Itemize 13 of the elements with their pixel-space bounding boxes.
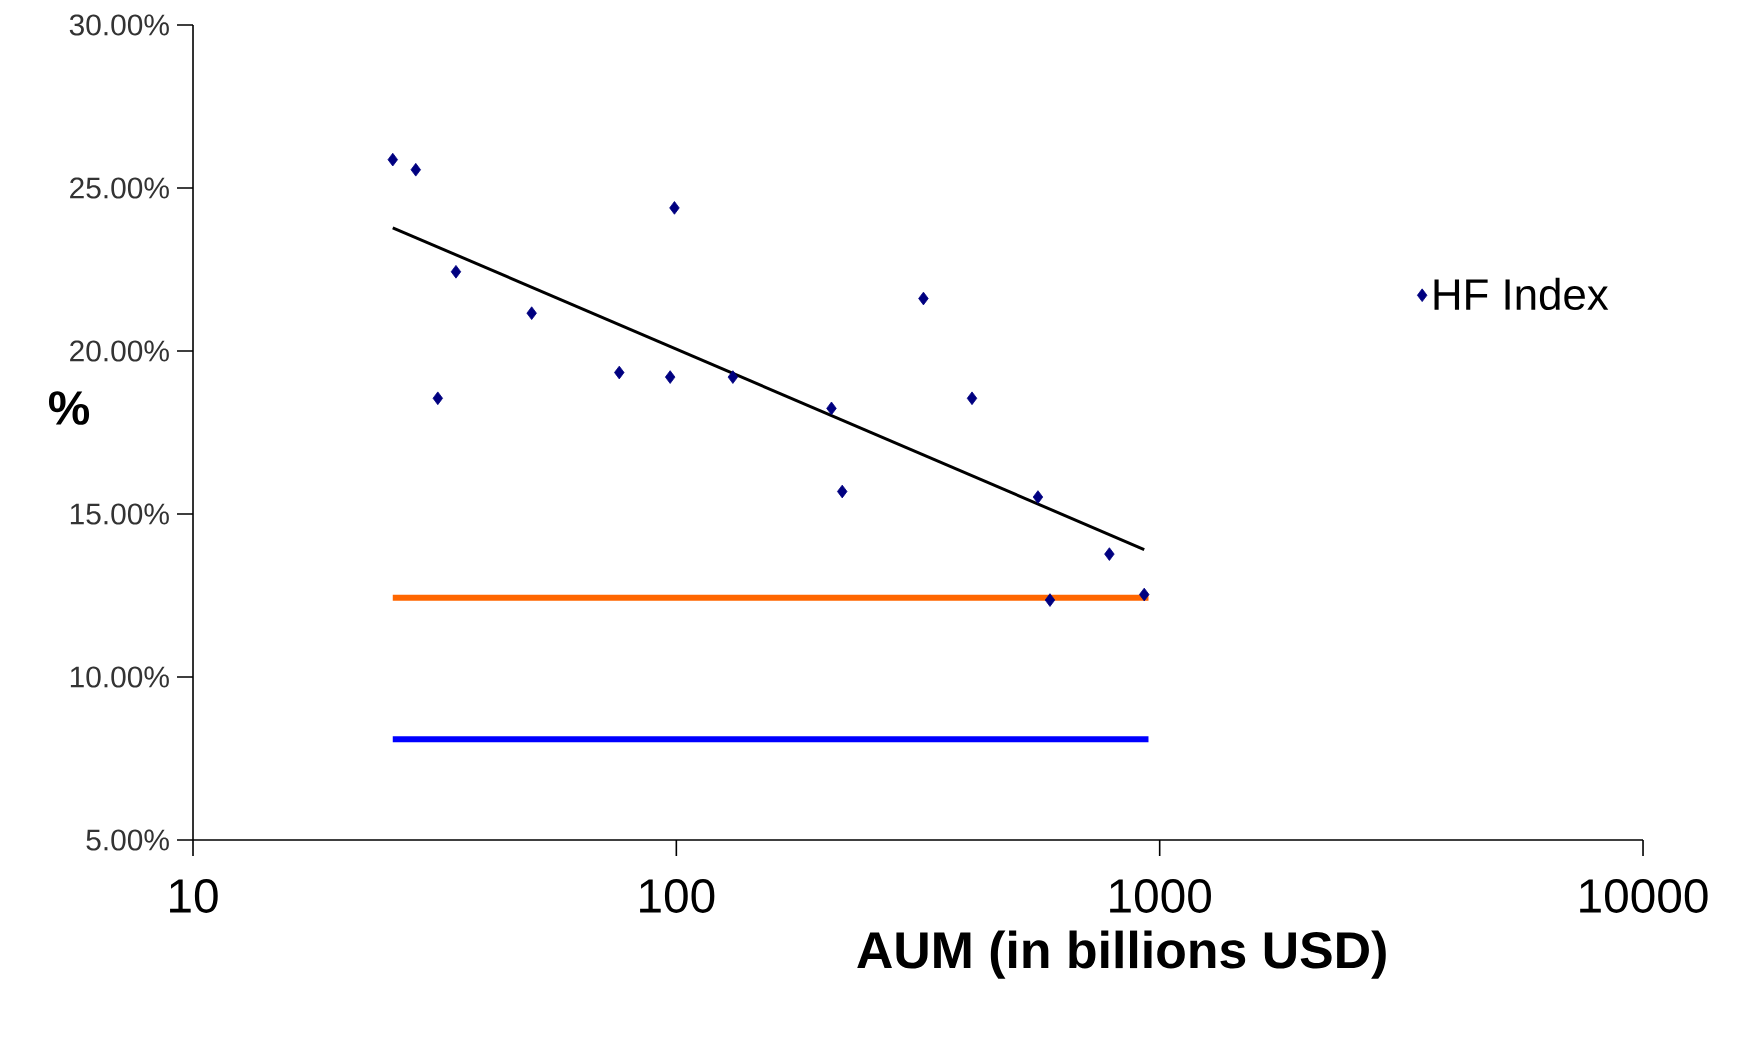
x-tick-label: 10 [170,879,218,913]
y-tick-label: 15.00% [70,503,169,525]
y-tick-label: 25.00% [70,177,169,199]
y-tick-label: 20.00% [70,340,169,362]
y-tick-label: 30.00% [69,14,169,36]
x-axis-title: AUM (in billions USD) [857,930,1386,979]
x-tick-label: 1000 [1110,879,1211,913]
x-tick-label: 100 [640,879,715,913]
y-tick-label: 5.00% [86,829,169,851]
y-axis-title: % [48,391,90,425]
y-tick-label: 10.00% [70,666,169,688]
legend-label: HF Index [1434,277,1609,311]
x-tick-label: 10000 [1580,879,1708,913]
